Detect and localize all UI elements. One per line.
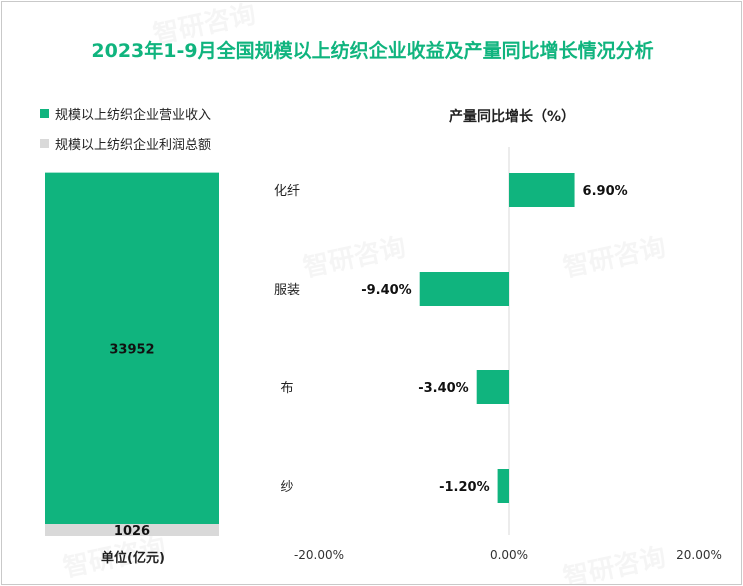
x-tick-label: 0.00% <box>490 548 528 562</box>
unit-label: 单位(亿元) <box>101 551 165 566</box>
legend-label-profit: 规模以上纺织企业利润总额 <box>55 138 212 153</box>
category-label: 服装 <box>274 283 300 298</box>
bar-0 <box>509 173 575 207</box>
data-label: 6.90% <box>583 184 628 199</box>
legend-swatch-profit <box>40 139 49 148</box>
chart-title: 2023年1-9月全国规模以上纺织企业收益及产量同比增长情况分析 <box>91 40 654 62</box>
growth-chart-title: 产量同比增长（%） <box>448 109 576 125</box>
stack-label-revenue: 33952 <box>109 342 154 357</box>
data-label: -1.20% <box>439 480 490 495</box>
legend-item-profit: 规模以上纺织企业利润总额 <box>40 134 211 153</box>
x-tick-label: 20.00% <box>676 548 722 562</box>
data-label: -9.40% <box>361 283 412 298</box>
bar-3 <box>497 469 509 503</box>
category-label: 化纤 <box>274 184 300 199</box>
stack-segment-revenue <box>45 172 219 524</box>
stack-label-profit: 1026 <box>114 524 150 539</box>
legend-label-revenue: 规模以上纺织企业营业收入 <box>55 108 212 123</box>
bar-2 <box>476 370 509 404</box>
legend-item-revenue: 规模以上纺织企业营业收入 <box>40 104 211 123</box>
x-tick-label: -20.00% <box>294 548 344 562</box>
category-label: 纱 <box>280 480 293 495</box>
legend-swatch-revenue <box>40 109 49 118</box>
bar-1 <box>419 272 509 306</box>
category-label: 布 <box>280 381 293 396</box>
data-label: -3.40% <box>418 381 469 396</box>
stack-segment-profit <box>45 524 219 536</box>
